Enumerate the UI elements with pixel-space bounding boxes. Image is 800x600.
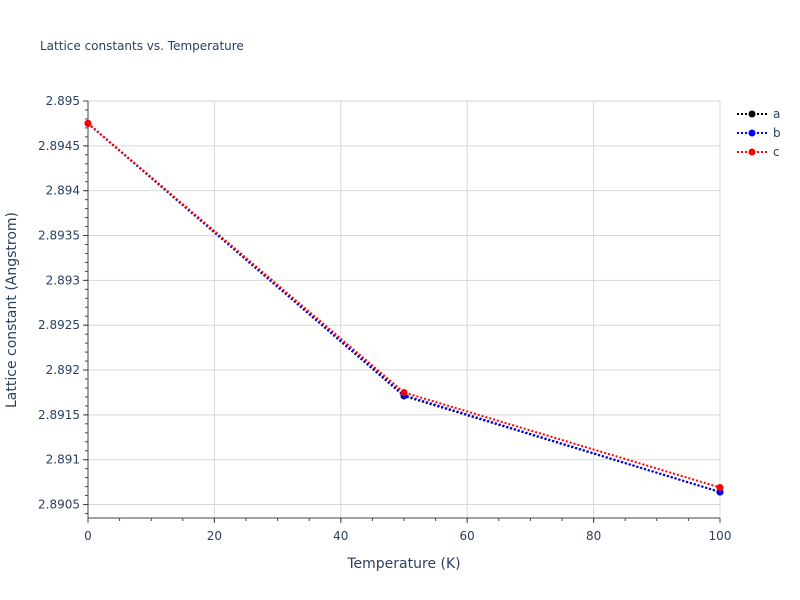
y-tick-label: 2.892 [46, 363, 80, 377]
y-tick-label: 2.8925 [38, 318, 80, 332]
legend-marker-c [748, 148, 756, 156]
legend-item-b[interactable]: b [737, 126, 781, 140]
y-tick-label: 2.8935 [38, 229, 80, 243]
data-point-c[interactable] [716, 484, 724, 492]
x-tick-label: 80 [586, 529, 601, 543]
x-axis-title: Temperature (K) [346, 556, 460, 572]
y-tick-label: 2.894 [46, 184, 80, 198]
y-axis-title: Lattice constant (Angstrom) [4, 212, 20, 408]
grid-layer [87, 100, 721, 518]
axes-layer: 2.8905 2.891 2.8915 2.892 2.8925 2.893 2.8935 2… [38, 94, 731, 543]
series-layer [84, 119, 724, 496]
legend-label-b: b [773, 126, 781, 140]
legend[interactable]: abc [737, 107, 781, 159]
data-point-c[interactable] [400, 388, 408, 396]
y-tick-label: 2.891 [46, 453, 80, 467]
x-tick-label: 20 [207, 529, 222, 543]
y-tick-label: 2.8905 [38, 498, 80, 512]
series-line-a [87, 122, 721, 493]
series-line-c [87, 122, 721, 489]
legend-item-c[interactable]: c [737, 145, 780, 159]
x-tick-label: 40 [333, 529, 348, 543]
y-tick-label: 2.8945 [38, 139, 80, 153]
legend-marker-b [748, 129, 756, 137]
x-tick-label: 100 [709, 529, 732, 543]
data-point-c[interactable] [84, 119, 92, 127]
legend-label-a: a [773, 107, 780, 121]
x-tick-label: 60 [460, 529, 475, 543]
legend-marker-a [748, 110, 756, 118]
chart-title: Lattice constants vs. Temperature [40, 39, 244, 53]
legend-item-a[interactable]: a [737, 107, 780, 121]
y-tick-label: 2.8915 [38, 408, 80, 422]
y-tick-label: 2.893 [46, 273, 80, 287]
series-line-b [87, 122, 721, 493]
legend-label-c: c [773, 145, 780, 159]
y-tick-label: 2.895 [46, 94, 80, 108]
x-tick-label: 0 [84, 529, 92, 543]
